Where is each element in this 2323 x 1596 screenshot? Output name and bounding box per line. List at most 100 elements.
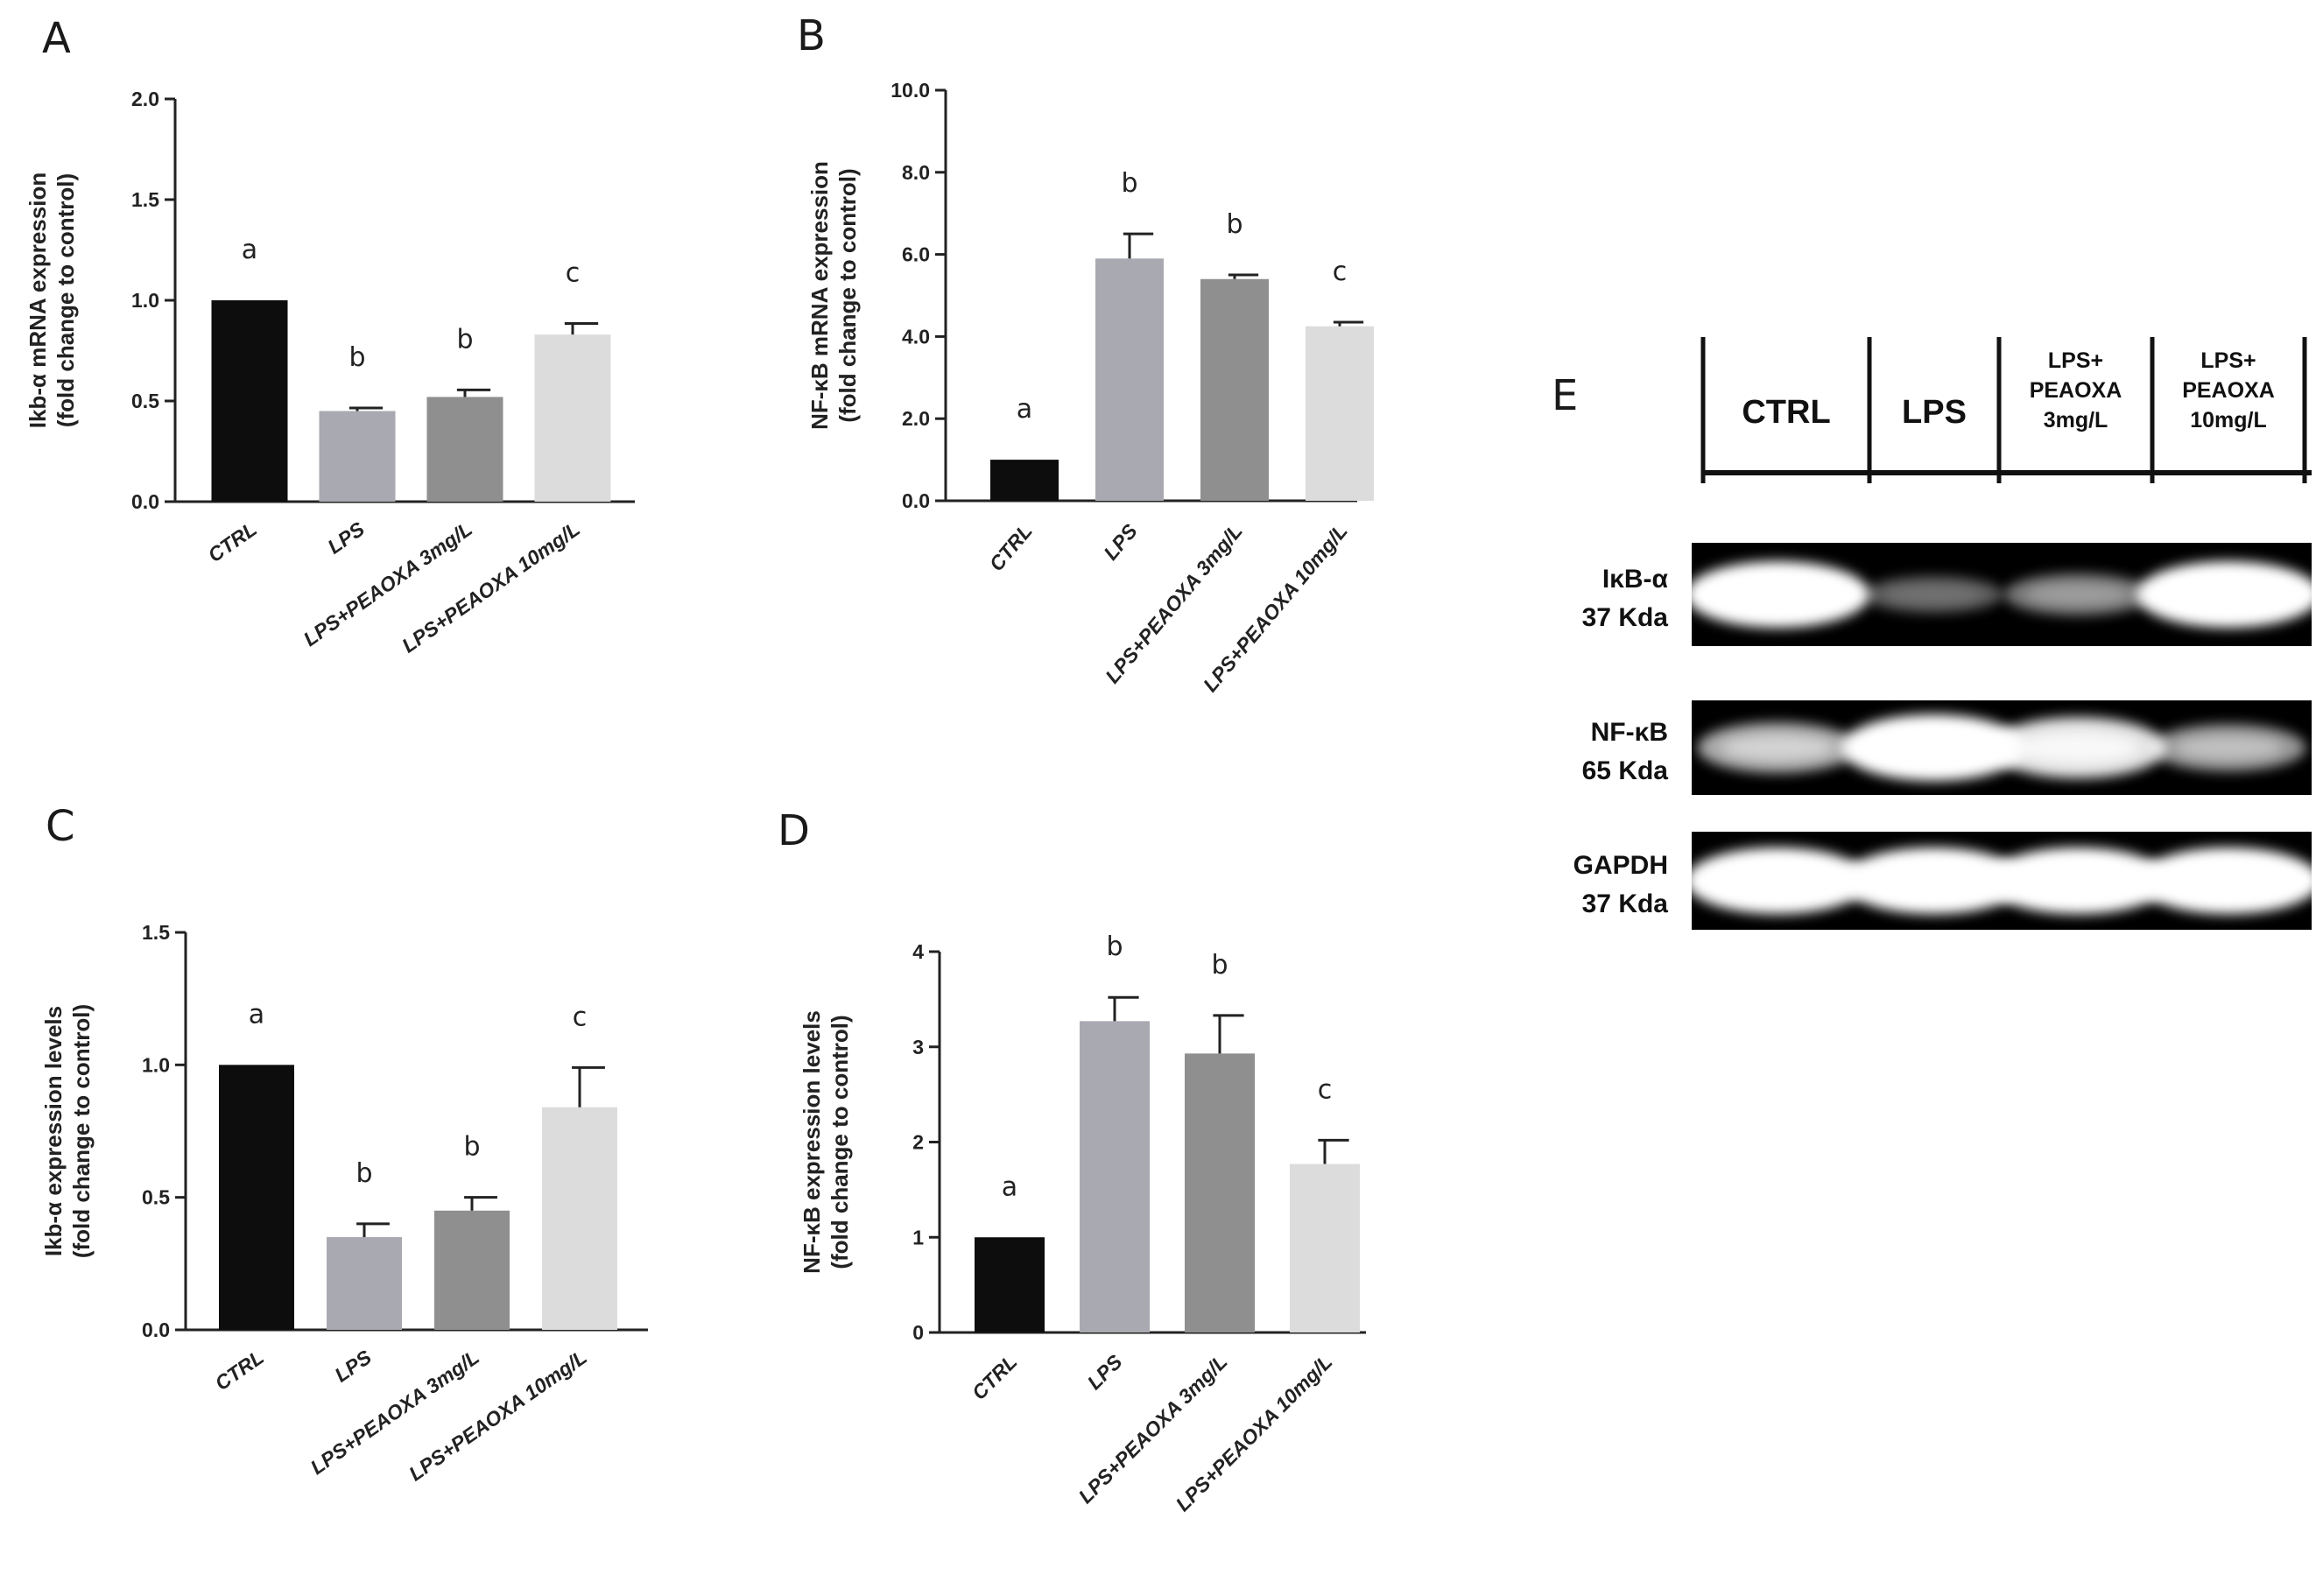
- lane-header-label: CTRL: [1742, 394, 1830, 431]
- bar: [1095, 258, 1164, 501]
- bar: [990, 460, 1059, 501]
- bar: [1185, 1053, 1255, 1332]
- bar: [426, 397, 503, 502]
- category-label: LPS+PEAOXA 10mg/L: [398, 517, 584, 657]
- panel-label-a: A: [42, 14, 71, 63]
- significance-letter: c: [1333, 257, 1348, 287]
- significance-letter: a: [1002, 1171, 1017, 1202]
- y-tick-label: 4.0: [902, 325, 930, 348]
- blot-row-label: 37 Kda: [1582, 889, 1669, 918]
- blot-band-core: [2026, 584, 2129, 605]
- y-tick-label: 0.0: [902, 489, 930, 512]
- y-tick-label: 0.0: [131, 490, 159, 513]
- y-axis-label: NF-κB expression levels: [799, 1010, 825, 1274]
- blot-band-core: [2164, 864, 2293, 897]
- category-label: LPS+PEAOXA 10mg/L: [405, 1346, 591, 1486]
- significance-letter: c: [1318, 1074, 1333, 1105]
- blot-row-label: IκB-α: [1602, 565, 1669, 594]
- y-tick-label: 1.0: [131, 289, 159, 312]
- y-tick-label: 10.0: [890, 79, 930, 102]
- bar: [534, 334, 611, 502]
- significance-letter: b: [348, 342, 365, 373]
- significance-letter: a: [1017, 394, 1032, 425]
- bar: [975, 1237, 1045, 1332]
- y-tick-label: 1.5: [131, 188, 159, 211]
- y-tick-label: 0.5: [142, 1186, 170, 1209]
- blot-band-core: [2164, 578, 2293, 611]
- lane-header-label: LPS: [1902, 394, 1967, 431]
- panel-label-b: B: [797, 11, 826, 60]
- category-label: CTRL: [211, 1346, 268, 1395]
- category-label: CTRL: [968, 1350, 1022, 1404]
- y-axis-label: (fold change to control): [834, 168, 861, 422]
- chart-panel-a: 0.0 0.5 1.0 1.5 2.0 Ikb-α mRNA expression (fol…: [25, 88, 635, 657]
- category-label: LPS: [330, 1345, 376, 1386]
- significance-letter: c: [566, 257, 581, 288]
- y-tick-label: 0: [912, 1321, 924, 1344]
- lane-header-label: 3mg/L: [2044, 408, 2108, 432]
- chart-panel-d: 0 1 2 3 4 NF-κB expression levels (fold change…: [799, 932, 1366, 1515]
- y-tick-label: 2.0: [131, 88, 159, 110]
- y-axis-label: (fold change to control): [53, 173, 79, 427]
- y-tick-label: 1.0: [142, 1053, 170, 1076]
- y-axis-label: Ikb-α expression levels: [40, 1006, 67, 1256]
- blot-band-core: [1721, 735, 1834, 761]
- y-tick-label: 1.5: [142, 921, 170, 944]
- panel-label-e: E: [1552, 371, 1578, 420]
- bar: [219, 1065, 294, 1330]
- significance-letter: a: [242, 235, 257, 265]
- y-axis-label: (fold change to control): [827, 1015, 853, 1269]
- bar: [327, 1237, 402, 1330]
- y-tick-label: 0.5: [131, 390, 159, 412]
- bar: [1080, 1021, 1150, 1332]
- y-tick-label: 6.0: [902, 243, 930, 266]
- significance-letter: b: [456, 324, 473, 355]
- panel-label-d: D: [778, 806, 810, 855]
- y-axis-label: NF-κB mRNA expression: [806, 161, 833, 430]
- y-axis-label: (fold change to control): [68, 1004, 95, 1258]
- category-label: CTRL: [204, 517, 261, 566]
- western-blot-panel: E CTRL LPS LPS+ PEAOXA 3mg/L LPS+ PEAOXA 10mg/L…: [1552, 337, 2320, 930]
- panel-label-c: C: [46, 802, 75, 851]
- y-tick-label: 1: [912, 1226, 924, 1248]
- category-label: LPS: [1099, 519, 1142, 564]
- significance-letter: b: [1106, 932, 1123, 962]
- blot-row-label: GAPDH: [1573, 851, 1668, 880]
- bar: [211, 300, 288, 502]
- bar: [542, 1107, 617, 1330]
- y-tick-label: 3: [912, 1036, 924, 1058]
- lane-header-label: LPS+: [2048, 348, 2103, 373]
- bar: [1290, 1164, 1360, 1332]
- significance-letter: b: [463, 1132, 480, 1163]
- lane-header-label: PEAOXA: [2182, 378, 2275, 403]
- significance-letter: b: [355, 1158, 372, 1189]
- bar: [434, 1210, 510, 1330]
- blot-band-core: [1869, 731, 1998, 764]
- bar: [1200, 278, 1269, 501]
- bar: [319, 411, 396, 502]
- significance-letter: b: [1211, 950, 1228, 981]
- blot-band-core: [2016, 732, 2140, 763]
- bar: [1306, 326, 1374, 501]
- significance-letter: c: [573, 1002, 588, 1032]
- blot-band-core: [1884, 585, 1982, 604]
- blot-band-core: [1869, 864, 1998, 897]
- y-tick-label: 2.0: [902, 407, 930, 430]
- blot-band-core: [1713, 864, 1842, 897]
- blot-row-label: 65 Kda: [1582, 756, 1669, 785]
- chart-panel-b: 0.0 2.0 4.0 6.0 8.0 10.0 NF-κB mRNA expression…: [806, 79, 1374, 696]
- blot-band-core: [2174, 735, 2283, 760]
- lane-header-label: 10mg/L: [2190, 408, 2267, 432]
- y-tick-label: 8.0: [902, 161, 930, 184]
- significance-letter: a: [249, 999, 264, 1030]
- significance-letter: b: [1226, 209, 1242, 240]
- lane-header-label: LPS+: [2200, 348, 2256, 373]
- y-tick-label: 4: [912, 940, 924, 963]
- significance-letter: b: [1121, 168, 1137, 199]
- blot-row-label: NF-κB: [1591, 718, 1668, 747]
- lane-header-label: PEAOXA: [2030, 378, 2122, 403]
- category-label: LPS: [1083, 1350, 1127, 1394]
- y-tick-label: 0.0: [142, 1318, 170, 1341]
- category-label: CTRL: [984, 520, 1036, 576]
